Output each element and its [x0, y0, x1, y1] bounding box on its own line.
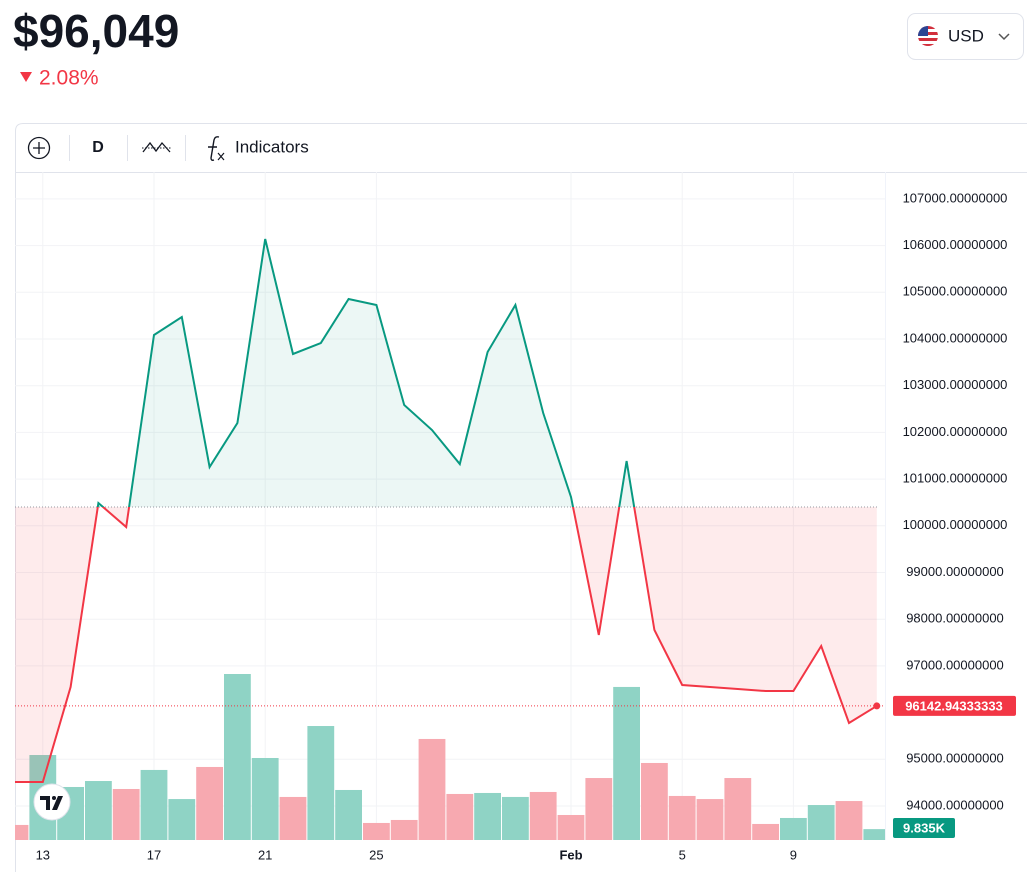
- y-tick-label: 103000.00000000: [903, 377, 1008, 392]
- x-tick-label: 21: [258, 847, 272, 862]
- button-frame[interactable]: [907, 13, 1024, 60]
- y-tick-label: 107000.00000000: [903, 190, 1008, 205]
- volume-bar: [446, 793, 474, 840]
- volume-bar: [557, 814, 585, 840]
- last-price-label: 96142.94333333: [905, 698, 1003, 713]
- volume-bar: [224, 674, 251, 840]
- x-tick-label: 5: [679, 847, 686, 862]
- volume-bar: [196, 766, 223, 840]
- price-change: 2.08%: [39, 67, 99, 90]
- currency[interactable]: USD: [948, 26, 984, 45]
- volume-bar: [529, 791, 557, 840]
- volume-label: 9.835K: [903, 820, 946, 835]
- area-above: [97, 239, 635, 507]
- volume-bar: [168, 799, 196, 840]
- logo-mark: [40, 796, 63, 810]
- volume-bar: [696, 799, 724, 840]
- volume-bar: [390, 819, 418, 840]
- last-point: [873, 702, 881, 710]
- y-tick-label: 98000.00000000: [906, 611, 1004, 626]
- toolbar: D Indicators: [27, 135, 309, 161]
- volume-bar: [251, 757, 279, 840]
- y-tick-label: 94000.00000000: [906, 797, 1004, 812]
- line-below: [15, 506, 878, 783]
- chart-frame: [15, 123, 1027, 872]
- interval[interactable]: D: [92, 139, 104, 156]
- chevron: [998, 33, 1010, 41]
- volume-bar: [807, 805, 835, 840]
- down-arrow: [20, 72, 32, 82]
- volume-bar: [307, 726, 335, 840]
- volume-bar: [835, 801, 863, 840]
- volume-bar: [363, 822, 390, 840]
- logo-bg: [33, 783, 71, 821]
- volume-badge: [893, 818, 955, 838]
- volume-bar: [335, 789, 362, 840]
- x-tick-label: 9: [790, 847, 797, 862]
- y-tick-label: 106000.00000000: [903, 237, 1008, 252]
- volume-bar: [585, 778, 613, 840]
- area-below: [15, 506, 877, 782]
- y-tick-label: 99000.00000000: [906, 564, 1004, 579]
- y-tick-label: 105000.00000000: [903, 284, 1008, 299]
- volume-bar: [502, 796, 529, 840]
- volume-bar: [724, 778, 752, 840]
- x-tick-label: 17: [147, 847, 161, 862]
- indicators-button[interactable]: Indicators: [235, 137, 309, 156]
- y-tick-label: 97000.00000000: [906, 657, 1004, 672]
- volume-bar: [474, 792, 501, 840]
- fx-icon[interactable]: [208, 136, 225, 161]
- volume-bar: [863, 829, 885, 840]
- currency-button[interactable]: USD: [907, 13, 1024, 60]
- volume-bar: [780, 817, 807, 840]
- chart-type-button[interactable]: [142, 141, 172, 153]
- volume-bar: [15, 824, 29, 840]
- volume-bar: [668, 795, 696, 840]
- x-tick-label: 25: [369, 847, 383, 862]
- y-tick-label: 104000.00000000: [903, 330, 1008, 345]
- x-tick-label: 13: [36, 847, 50, 862]
- volume-bar: [613, 686, 640, 840]
- volume-bar: [418, 738, 446, 840]
- volume-bar: [279, 796, 307, 840]
- last-price-badge: [893, 695, 1016, 716]
- y-tick-label: 101000.00000000: [903, 471, 1008, 486]
- add-button[interactable]: [27, 136, 51, 160]
- line-above: [96, 238, 636, 507]
- x-tick-label: Feb: [559, 847, 582, 862]
- volume-bar: [641, 762, 668, 840]
- y-tick-label: 95000.00000000: [906, 751, 1004, 766]
- price: $96,049: [13, 5, 179, 57]
- y-tick-label: 100000.00000000: [903, 517, 1008, 532]
- tradingview-logo: [33, 783, 71, 821]
- volume-bar: [752, 823, 779, 840]
- volume-bar: [85, 781, 112, 840]
- volume-bar: [140, 769, 168, 840]
- flag: [918, 26, 938, 46]
- volume-bar: [112, 788, 140, 840]
- y-tick-label: 102000.00000000: [903, 424, 1008, 439]
- logo-dot: [52, 796, 56, 800]
